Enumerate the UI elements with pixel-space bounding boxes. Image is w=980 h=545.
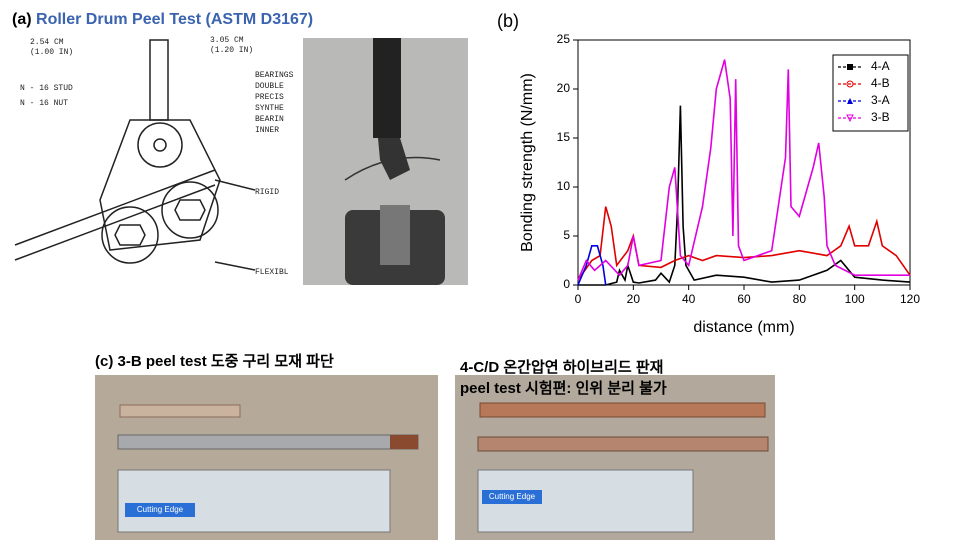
- photo-specimen-d: Cutting Edge: [455, 375, 775, 540]
- drawing-label: 3.05 CM: [210, 36, 244, 45]
- drawing-label: DOUBLE: [255, 82, 284, 91]
- y-tick-label: 25: [557, 32, 571, 46]
- drawing-label: PRECIS: [255, 93, 284, 102]
- y-axis-label: Bonding strength (N/mm): [519, 73, 536, 252]
- drawing: [14, 39, 256, 271]
- y-tick-label: 20: [557, 81, 571, 95]
- drawing-label: BEARINGS: [255, 71, 294, 80]
- drawing-label: (1.00 IN): [30, 48, 73, 57]
- y-tick-label: 0: [563, 277, 570, 291]
- legend-marker: [847, 64, 853, 70]
- panel-a-title: (a) Roller Drum Peel Test (ASTM D3167): [12, 11, 313, 28]
- panel-label: (a): [12, 11, 32, 28]
- drawing-label: RIGID: [255, 188, 279, 197]
- legend-label: 3-B: [871, 110, 890, 124]
- drawing-label: INNER: [255, 126, 279, 135]
- series-line: [577, 206, 911, 281]
- x-axis-label: distance (mm): [693, 319, 794, 336]
- legend-marker: [846, 114, 854, 123]
- legend-marker: [847, 98, 853, 104]
- y-tick-label: 5: [563, 228, 570, 242]
- drawing-label: BEARIN: [255, 115, 284, 124]
- series-line: [578, 105, 911, 286]
- y-tick-label: 15: [557, 130, 571, 144]
- x-tick-label: 80: [793, 292, 807, 306]
- legend-label: 4-A: [871, 59, 890, 73]
- drawing-label: N - 16 STUD: [20, 84, 73, 93]
- ruler-text: Cutting Edge: [489, 492, 536, 501]
- drawing-label: SYNTHE: [255, 104, 284, 113]
- drawing-label: FLEXIBL: [255, 268, 289, 277]
- caption: 4-C/D 온간압연 하이브리드 판재: [460, 359, 663, 376]
- y-tick-label: 10: [557, 179, 571, 193]
- drawing-label: 2.54 CM: [30, 38, 64, 47]
- x-tick-label: 60: [737, 292, 751, 306]
- legend-label: 3-A: [871, 93, 890, 107]
- series-line: [577, 245, 607, 286]
- caption: peel test 시험편: 인위 분리 불가: [460, 379, 667, 397]
- title: Roller Drum Peel Test (ASTM D3167): [36, 11, 313, 28]
- legend-label: 4-B: [871, 76, 890, 90]
- x-tick-label: 40: [682, 292, 696, 306]
- x-tick-label: 20: [627, 292, 641, 306]
- drawing-label: N - 16 NUT: [20, 99, 68, 108]
- series-line: [577, 59, 910, 281]
- photo-machine: [303, 38, 468, 285]
- caption: (c) 3-B peel test 도중 구리 모재 파단: [95, 353, 334, 370]
- legend-marker: [846, 80, 854, 88]
- photo-specimen-c: Cutting Edge: [95, 375, 438, 540]
- x-tick-label: 0: [575, 292, 582, 306]
- ruler-text: Cutting Edge: [137, 505, 184, 514]
- panel-label: (b): [497, 11, 519, 31]
- x-tick-label: 100: [845, 292, 865, 306]
- drawing-label: (1.20 IN): [210, 46, 253, 55]
- x-tick-label: 120: [900, 292, 920, 306]
